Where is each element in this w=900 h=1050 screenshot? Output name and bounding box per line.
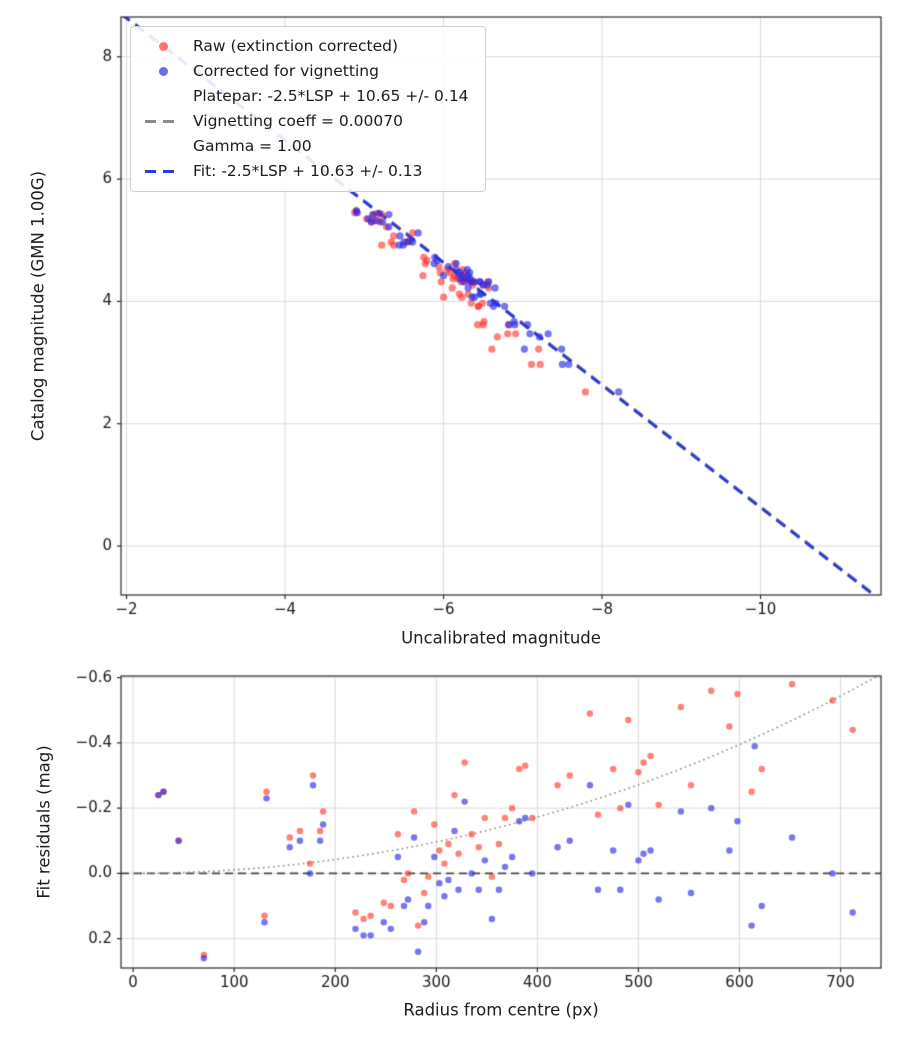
legend-dot-marker	[141, 67, 185, 76]
legend-label-line: Corrected for vignetting	[193, 62, 379, 80]
top-yaxis-label: Catalog magnitude (GMN 1.00G)	[28, 170, 48, 442]
legend-label-line: Gamma = 1.00	[193, 137, 312, 155]
legend-item-platepar-fit: Platepar: -2.5*LSP + 10.65 +/- 0.14 Vigne…	[141, 84, 469, 159]
legend-label: Fit: -2.5*LSP + 10.63 +/- 0.13	[185, 159, 423, 184]
legend-label: Platepar: -2.5*LSP + 10.65 +/- 0.14 Vigne…	[185, 84, 469, 159]
dot-glyph	[158, 67, 168, 76]
dot-glyph	[158, 42, 168, 51]
bottom-xaxis-label: Radius from centre (px)	[403, 1000, 599, 1020]
legend: Raw (extinction corrected) Corrected for …	[130, 26, 486, 192]
bottom-yaxis-label: Fit residuals (mag)	[34, 745, 54, 899]
legend-dot-marker	[141, 42, 185, 51]
legend-dash-marker	[141, 170, 185, 173]
legend-label-line: Raw (extinction corrected)	[193, 37, 399, 55]
dash-glyph	[145, 120, 181, 123]
legend-label: Raw (extinction corrected)	[185, 34, 398, 59]
legend-item-raw-points: Raw (extinction corrected)	[141, 34, 469, 59]
legend-label-line: Platepar: -2.5*LSP + 10.65 +/- 0.14	[193, 87, 469, 105]
legend-dash-marker	[141, 120, 185, 123]
legend-label: Corrected for vignetting	[185, 59, 379, 84]
dash-glyph	[145, 170, 181, 173]
legend-item-lsp-fit: Fit: -2.5*LSP + 10.63 +/- 0.13	[141, 159, 469, 184]
legend-label-line: Fit: -2.5*LSP + 10.63 +/- 0.13	[193, 162, 423, 180]
top-xaxis-label: Uncalibrated magnitude	[401, 628, 601, 648]
legend-label-line: Vignetting coeff = 0.00070	[193, 112, 403, 130]
legend-item-vignetting-points: Corrected for vignetting	[141, 59, 469, 84]
